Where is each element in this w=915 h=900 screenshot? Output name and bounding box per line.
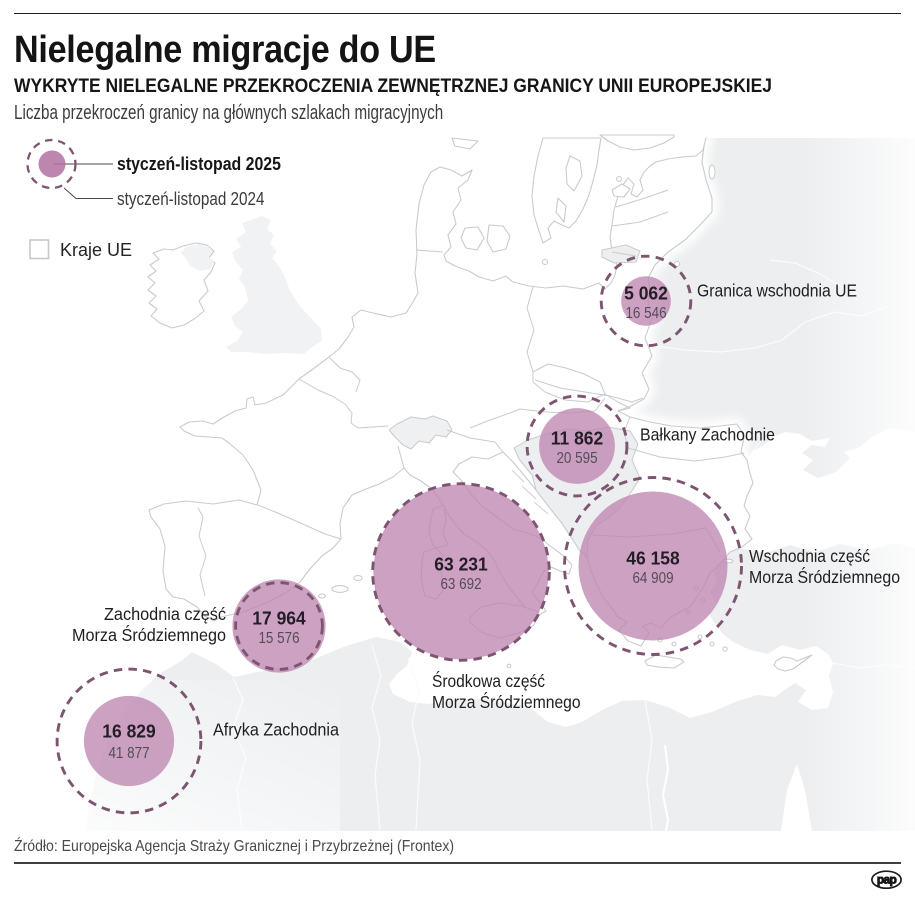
svg-text:pap: pap — [877, 873, 897, 887]
